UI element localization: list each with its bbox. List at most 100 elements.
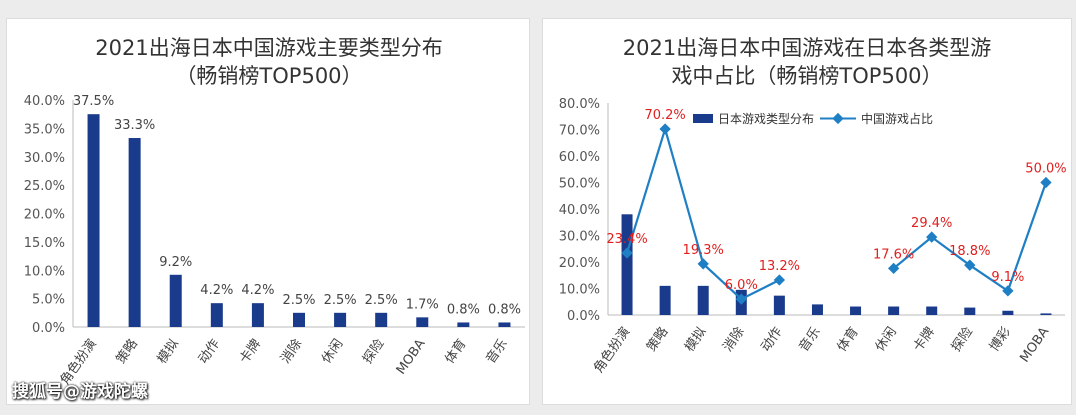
right-chart-panel: 2021出海日本中国游戏在日本各类型游 戏中占比（畅销榜TOP500） 0.0%… — [542, 18, 1072, 405]
y-tick-label: 70.0% — [559, 124, 600, 139]
x-tick-label: MOBA — [1017, 325, 1052, 366]
x-tick-label: 卡牌 — [236, 336, 264, 366]
y-tick-label: 30.0% — [24, 151, 65, 166]
bar — [888, 306, 900, 315]
line-data-label: 23.4% — [606, 232, 647, 247]
bar — [811, 304, 823, 315]
bar — [293, 312, 305, 327]
legend-line-marker — [832, 112, 844, 125]
x-tick-label: 消除 — [720, 325, 747, 355]
y-tick-label: 0.0% — [567, 309, 600, 324]
bar — [210, 303, 223, 327]
y-tick-label: 15.0% — [24, 236, 65, 251]
data-label: 1.7% — [406, 297, 439, 312]
x-tick-label: 音乐 — [796, 324, 824, 354]
x-tick-label: 卡牌 — [910, 324, 938, 354]
data-label: 4.2% — [200, 283, 233, 298]
y-tick-label: 5.0% — [32, 293, 65, 308]
x-tick-label: 休闲 — [873, 325, 900, 355]
bar — [1040, 313, 1052, 315]
line-point — [773, 274, 786, 286]
bar — [498, 322, 511, 327]
bar — [128, 138, 141, 327]
x-tick-label: 休闲 — [319, 337, 346, 367]
x-tick-label: 探险 — [949, 325, 976, 355]
bar — [926, 306, 938, 315]
right-chart-title-line-1: 2021出海日本中国游戏在日本各类型游 — [623, 36, 991, 60]
data-label: 37.5% — [73, 94, 114, 109]
line-point — [697, 258, 709, 270]
line-data-label: 70.2% — [644, 108, 685, 123]
x-tick-label: 策略 — [113, 336, 141, 366]
bar — [659, 285, 671, 315]
bar — [334, 312, 347, 327]
line-data-label: 18.8% — [949, 244, 990, 259]
x-tick-label: 体育 — [442, 336, 470, 366]
y-tick-label: 10.0% — [24, 264, 65, 279]
data-label: 9.2% — [159, 255, 192, 270]
x-tick-label: 音乐 — [483, 336, 511, 366]
x-tick-label: 探险 — [360, 337, 387, 367]
y-tick-label: 60.0% — [559, 150, 600, 165]
bar — [621, 214, 633, 315]
y-tick-label: 20.0% — [559, 256, 600, 271]
y-tick-label: 35.0% — [24, 122, 65, 137]
legend-bar-swatch — [693, 114, 713, 123]
y-tick-label: 20.0% — [24, 208, 65, 223]
watermark: 搜狐号@游戏陀螺 — [12, 382, 148, 402]
line-point — [926, 231, 938, 243]
bar — [964, 307, 976, 315]
line-data-label: 50.0% — [1025, 162, 1066, 177]
bar — [1002, 310, 1014, 315]
left-chart-panel: 2021出海日本中国游戏主要类型分布 （畅销榜TOP500） 0.0% 5.0% 1… — [6, 18, 530, 405]
bar — [251, 303, 264, 327]
line-data-label: 9.1% — [991, 270, 1024, 285]
line-point — [659, 123, 671, 135]
y-tick-label: 25.0% — [24, 179, 65, 194]
y-tick-label: 50.0% — [559, 177, 600, 192]
line-data-label: 13.2% — [759, 259, 800, 274]
line-point — [964, 259, 976, 271]
y-tick-label: 0.0% — [32, 321, 65, 336]
line-data-label: 29.4% — [911, 216, 952, 231]
x-tick-label: 动作 — [758, 325, 785, 355]
x-tick-label: MOBA — [394, 337, 429, 378]
line-data-label: 17.6% — [873, 247, 914, 262]
legend-line-label: 中国游戏占比 — [861, 111, 933, 126]
x-tick-label: 动作 — [196, 337, 223, 367]
line-point — [1040, 176, 1052, 189]
x-tick-label: 模拟 — [682, 325, 709, 355]
legend-bar-label: 日本游戏类型分布 — [718, 112, 814, 126]
y-tick-label: 40.0% — [559, 203, 600, 218]
x-tick-label: 博彩 — [987, 325, 1014, 355]
bar — [169, 274, 182, 327]
data-label: 0.8% — [488, 302, 521, 317]
bar — [87, 114, 100, 327]
data-label: 2.5% — [365, 293, 398, 308]
data-label: 2.5% — [324, 293, 357, 308]
left-chart: 2021出海日本中国游戏主要类型分布 （畅销榜TOP500） 0.0% 5.0% 1… — [24, 36, 525, 388]
line-data-label: 19.3% — [683, 243, 724, 258]
data-label: 2.5% — [282, 293, 315, 308]
x-tick-label: 体育 — [834, 324, 862, 354]
y-tick-label: 30.0% — [559, 230, 600, 245]
bar — [697, 285, 709, 315]
line-point — [887, 262, 900, 275]
bar — [416, 317, 429, 327]
bar — [375, 312, 388, 327]
bar — [850, 306, 862, 315]
x-tick-label: 消除 — [278, 337, 305, 367]
left-chart-title-line-2: （畅销榜TOP500） — [175, 64, 362, 88]
line-data-label: 6.0% — [725, 278, 758, 293]
y-tick-label: 80.0% — [559, 97, 600, 112]
x-tick-label: 模拟 — [155, 337, 182, 367]
data-label: 0.8% — [447, 302, 480, 317]
series-line — [625, 125, 780, 301]
x-tick-label: 策略 — [643, 324, 671, 354]
data-label: 4.2% — [241, 283, 274, 298]
right-chart-title-line-2: 戏中占比（畅销榜TOP500） — [671, 64, 942, 88]
y-tick-label: 40.0% — [24, 94, 65, 109]
line-point — [1002, 285, 1014, 297]
bar — [457, 322, 470, 327]
bar — [773, 295, 785, 315]
